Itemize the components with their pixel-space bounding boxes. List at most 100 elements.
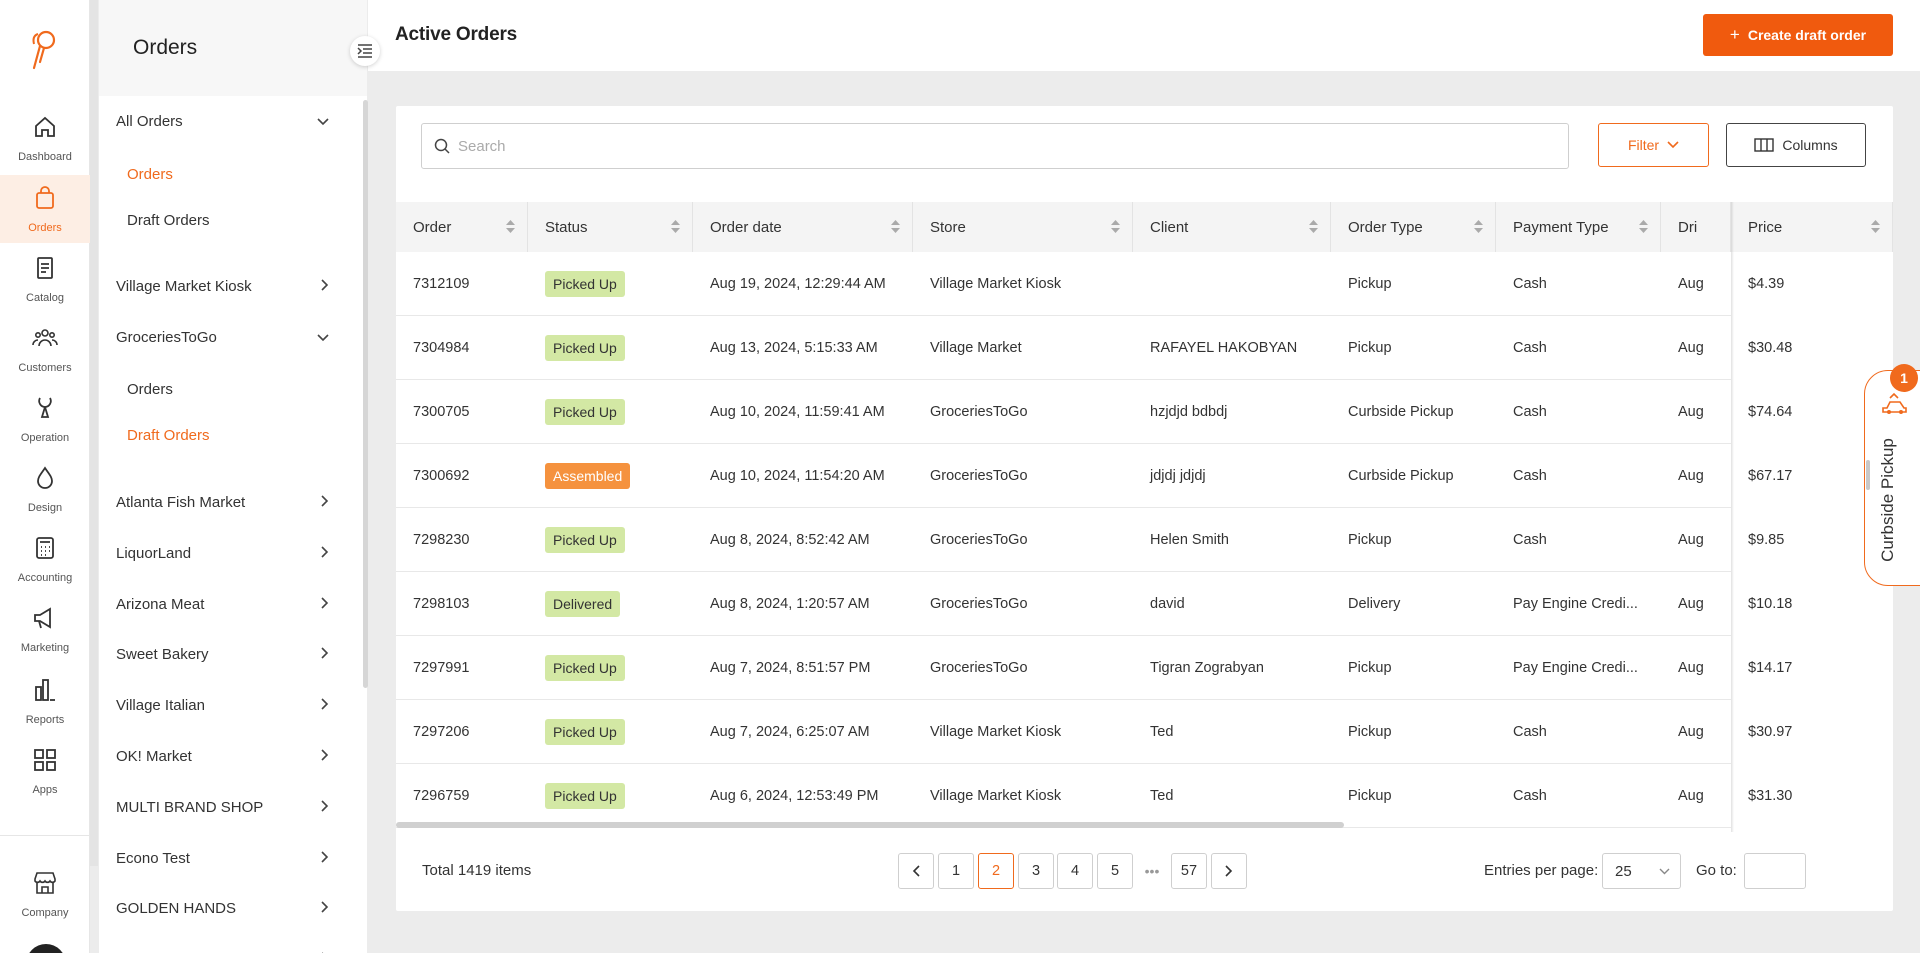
vertical-scroll-thumb[interactable] [1866, 460, 1870, 490]
table-row[interactable]: 7297991 Picked Up Aug 7, 2024, 8:51:57 PM G… [396, 636, 1893, 700]
column-header-store[interactable]: Store [913, 202, 1133, 252]
sort-icon[interactable] [1639, 220, 1648, 237]
create-draft-order-button[interactable]: + Create draft order [1703, 14, 1893, 56]
brand-logo-icon[interactable] [26, 28, 62, 72]
cell-order: 7300705 [413, 404, 470, 420]
sort-icon[interactable] [1474, 220, 1483, 237]
page-button-4[interactable]: 4 [1057, 853, 1093, 889]
search-input[interactable] [458, 137, 1558, 155]
subnav-group-econo-test[interactable]: Econo Test [99, 838, 351, 878]
rail-item-company[interactable]: Company [0, 860, 90, 928]
rail-item-catalog[interactable]: Catalog [0, 245, 90, 313]
column-header-price[interactable]: Price [1731, 202, 1893, 252]
subnav-group-village-italian[interactable]: Village Italian [99, 685, 351, 725]
collapse-sidebar-button[interactable] [350, 36, 380, 66]
column-header-label: Status [545, 218, 588, 236]
cell-client: Ted [1150, 788, 1174, 804]
subnav-scrollbar[interactable] [363, 100, 368, 688]
filter-button[interactable]: Filter [1598, 123, 1709, 167]
goto-page-input[interactable] [1744, 853, 1806, 889]
cell-status: Picked Up [528, 380, 693, 444]
page-button-1[interactable]: 1 [938, 853, 974, 889]
column-header-status[interactable]: Status [528, 202, 693, 252]
cell-dri: Aug [1678, 468, 1704, 484]
table-row[interactable]: 7298103 Delivered Aug 8, 2024, 1:20:57 AM G… [396, 572, 1893, 636]
column-header-order[interactable]: Order [396, 202, 528, 252]
avatar[interactable] [26, 944, 66, 953]
rail-scrollbar[interactable] [90, 0, 98, 866]
rail-item-operation[interactable]: Operation [0, 385, 90, 453]
subnav-group-groceriestogo[interactable]: GroceriesToGo [99, 317, 351, 357]
subnav-item-orders[interactable]: Orders [127, 381, 173, 398]
cell-type: Curbside Pickup [1348, 468, 1454, 484]
table-row[interactable]: 7300692 Assembled Aug 10, 2024, 11:54:20 A… [396, 444, 1893, 508]
table-row[interactable]: 7298230 Picked Up Aug 8, 2024, 8:52:42 AM G… [396, 508, 1893, 572]
page-button-57[interactable]: 57 [1171, 853, 1207, 889]
sort-icon[interactable] [671, 220, 680, 237]
column-header-order-type[interactable]: Order Type [1331, 202, 1496, 252]
columns-icon [1754, 138, 1775, 152]
page-button-3[interactable]: 3 [1018, 853, 1054, 889]
menu-collapse-icon [357, 44, 372, 58]
table-row[interactable]: 7296759 Picked Up Aug 6, 2024, 12:53:49 PM… [396, 764, 1893, 828]
column-header-payment-type[interactable]: Payment Type [1496, 202, 1661, 252]
chevron-right-icon [321, 900, 329, 917]
pagination-ellipsis[interactable]: ••• [1144, 863, 1160, 879]
sort-icon[interactable] [1111, 220, 1120, 237]
subnav-group-multi-brand-shop[interactable]: MULTI BRAND SHOP [99, 787, 351, 827]
rail-item-customers[interactable]: Customers [0, 315, 90, 383]
shopping-bag-icon [32, 185, 58, 216]
curbside-pickup-tab[interactable] [1864, 370, 1920, 586]
chevron-right-icon [321, 748, 329, 765]
subnav-group-all-orders[interactable]: All Orders [99, 101, 351, 141]
subnav-group-golden-hands[interactable]: GOLDEN HANDS [99, 888, 351, 928]
subnav-group-atlanta-fish-market[interactable]: Atlanta Fish Market [99, 482, 351, 522]
table-row[interactable]: 7297206 Picked Up Aug 7, 2024, 6:25:07 AM V… [396, 700, 1893, 764]
page-button-2[interactable]: 2 [978, 853, 1014, 889]
table-row[interactable]: 7300705 Picked Up Aug 10, 2024, 11:59:41 A… [396, 380, 1893, 444]
rail-item-dashboard[interactable]: Dashboard [0, 104, 90, 172]
table-row[interactable]: 7312109 Picked Up Aug 19, 2024, 12:29:44 A… [396, 252, 1893, 316]
column-header-order-date[interactable]: Order date [693, 202, 913, 252]
sort-icon[interactable] [506, 220, 515, 237]
table-row[interactable]: 7304984 Picked Up Aug 13, 2024, 5:15:33 AM… [396, 316, 1893, 380]
rail-item-design[interactable]: Design [0, 455, 90, 523]
subnav-group-sweet-bakery[interactable]: Sweet Bakery [99, 634, 351, 674]
rail-item-reports[interactable]: Reports [0, 667, 90, 735]
page-button-5[interactable]: 5 [1097, 853, 1133, 889]
columns-button[interactable]: Columns [1726, 123, 1866, 167]
prev-page-button[interactable] [898, 853, 934, 889]
horizontal-scrollbar[interactable] [396, 822, 1344, 828]
next-page-button[interactable] [1211, 853, 1247, 889]
rail-item-label: Orders [28, 221, 62, 234]
rail-item-accounting[interactable]: Accounting [0, 525, 90, 593]
rail-divider [0, 835, 90, 836]
column-header-dri[interactable]: Dri [1661, 202, 1731, 252]
subnav-item-orders[interactable]: Orders [127, 166, 173, 183]
entries-per-page-select[interactable]: 25 [1602, 853, 1681, 889]
rail-item-orders[interactable]: Orders [0, 175, 90, 243]
subnav-group-ok-market[interactable]: OK! Market [99, 736, 351, 776]
chevron-right-icon [321, 545, 329, 562]
cell-order: 7297991 [413, 660, 470, 676]
columns-label: Columns [1782, 137, 1838, 153]
cell-payment: Cash [1513, 340, 1547, 356]
search-field[interactable] [421, 123, 1569, 169]
subnav-item-draft-orders[interactable]: Draft Orders [127, 212, 210, 229]
rail-item-marketing[interactable]: Marketing [0, 595, 90, 663]
column-header-client[interactable]: Client [1133, 202, 1331, 252]
chevron-right-icon [1225, 865, 1233, 877]
cell-status: Picked Up [528, 316, 693, 380]
subnav-group-village-market[interactable]: Village Market [99, 939, 351, 953]
subnav-group-label: OK! Market [116, 747, 192, 765]
cell-store: GroceriesToGo [930, 468, 1028, 484]
sort-icon[interactable] [891, 220, 900, 237]
subnav-group-liquorland[interactable]: LiquorLand [99, 533, 351, 573]
subnav-item-draft-orders[interactable]: Draft Orders [127, 427, 210, 444]
subnav-group-arizona-meat[interactable]: Arizona Meat [99, 584, 351, 624]
subnav-group-village-market-kiosk[interactable]: Village Market Kiosk [99, 266, 351, 306]
rail-item-apps[interactable]: Apps [0, 737, 90, 805]
cell-status: Picked Up [528, 764, 693, 828]
sort-icon[interactable] [1871, 220, 1880, 237]
sort-icon[interactable] [1309, 220, 1318, 237]
